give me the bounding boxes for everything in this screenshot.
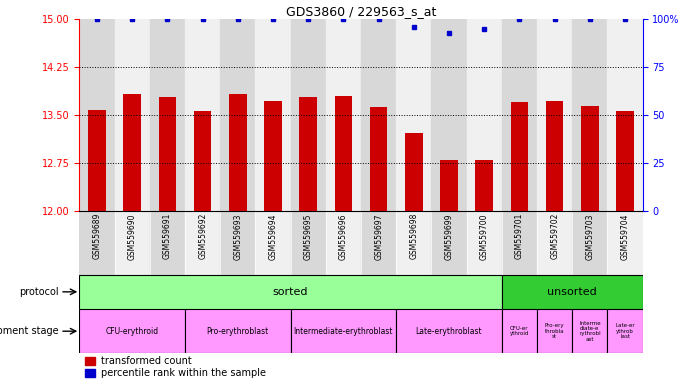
Bar <box>361 211 396 275</box>
Bar <box>537 19 572 211</box>
Text: transformed count: transformed count <box>101 356 191 366</box>
Bar <box>396 309 502 353</box>
Bar <box>291 309 396 353</box>
Bar <box>150 211 185 275</box>
Bar <box>326 211 361 275</box>
Bar <box>334 96 352 211</box>
Bar <box>264 101 282 211</box>
Bar <box>256 211 291 275</box>
Text: GSM559699: GSM559699 <box>444 213 453 260</box>
Bar <box>431 211 466 275</box>
Bar <box>502 275 643 309</box>
Bar <box>79 19 115 211</box>
Bar <box>511 103 528 211</box>
Bar <box>150 19 185 211</box>
Bar <box>572 211 607 275</box>
Bar <box>220 19 256 211</box>
Text: Pro-erythroblast: Pro-erythroblast <box>207 327 269 336</box>
Bar <box>502 19 537 211</box>
Bar <box>502 211 537 275</box>
Bar <box>607 309 643 353</box>
Bar <box>396 19 431 211</box>
Bar <box>581 106 598 211</box>
Bar <box>79 309 185 353</box>
Bar <box>466 211 502 275</box>
Text: Late-erythroblast: Late-erythroblast <box>416 327 482 336</box>
Bar <box>607 19 643 211</box>
Bar <box>124 94 141 211</box>
Bar <box>229 94 247 211</box>
Bar <box>572 19 607 211</box>
Text: protocol: protocol <box>19 287 58 297</box>
Bar <box>396 211 431 275</box>
Bar <box>115 211 150 275</box>
Text: GSM559692: GSM559692 <box>198 213 207 260</box>
Text: GSM559694: GSM559694 <box>269 213 278 260</box>
Bar <box>431 19 466 211</box>
Bar <box>440 160 458 211</box>
Text: Late-er
ythrob
last: Late-er ythrob last <box>615 323 635 339</box>
Bar <box>291 211 326 275</box>
Text: GSM559703: GSM559703 <box>585 213 594 260</box>
Text: GSM559700: GSM559700 <box>480 213 489 260</box>
Bar <box>291 19 326 211</box>
Bar <box>85 357 95 366</box>
Bar <box>361 19 396 211</box>
Text: GSM559689: GSM559689 <box>93 213 102 260</box>
Bar <box>405 133 423 211</box>
Bar <box>299 97 317 211</box>
Bar <box>616 111 634 211</box>
Text: GSM559702: GSM559702 <box>550 213 559 260</box>
Bar <box>185 309 291 353</box>
Bar <box>220 211 256 275</box>
Bar <box>115 19 150 211</box>
Bar <box>256 19 291 211</box>
Bar <box>466 19 502 211</box>
Bar <box>546 101 563 211</box>
Text: GSM559701: GSM559701 <box>515 213 524 260</box>
Bar <box>79 211 115 275</box>
Text: Intermediate-erythroblast: Intermediate-erythroblast <box>294 327 393 336</box>
Text: GSM559696: GSM559696 <box>339 213 348 260</box>
Bar <box>607 211 643 275</box>
Text: GSM559693: GSM559693 <box>234 213 243 260</box>
Bar <box>502 309 537 353</box>
Bar <box>159 97 176 211</box>
Bar <box>537 211 572 275</box>
Title: GDS3860 / 229563_s_at: GDS3860 / 229563_s_at <box>286 5 436 18</box>
Text: GSM559704: GSM559704 <box>621 213 630 260</box>
Bar <box>88 110 106 211</box>
Text: unsorted: unsorted <box>547 287 597 297</box>
Text: percentile rank within the sample: percentile rank within the sample <box>101 368 266 379</box>
Text: GSM559695: GSM559695 <box>304 213 313 260</box>
Bar <box>79 275 502 309</box>
Bar <box>185 211 220 275</box>
Bar <box>185 19 220 211</box>
Text: Interme
diate-e
rythrobl
ast: Interme diate-e rythrobl ast <box>579 321 600 342</box>
Bar <box>370 107 388 211</box>
Text: CFU-er
ythroid: CFU-er ythroid <box>510 326 529 336</box>
Text: development stage: development stage <box>0 326 58 336</box>
Text: CFU-erythroid: CFU-erythroid <box>106 327 159 336</box>
Text: GSM559697: GSM559697 <box>374 213 383 260</box>
Text: GSM559690: GSM559690 <box>128 213 137 260</box>
Text: Pro-ery
throbla
st: Pro-ery throbla st <box>545 323 565 339</box>
Bar <box>475 160 493 211</box>
Text: sorted: sorted <box>273 287 308 297</box>
Bar <box>572 309 607 353</box>
Bar <box>537 309 572 353</box>
Bar <box>326 19 361 211</box>
Bar <box>194 111 211 211</box>
Text: GSM559698: GSM559698 <box>409 213 418 260</box>
Text: GSM559691: GSM559691 <box>163 213 172 260</box>
Bar <box>85 369 95 377</box>
